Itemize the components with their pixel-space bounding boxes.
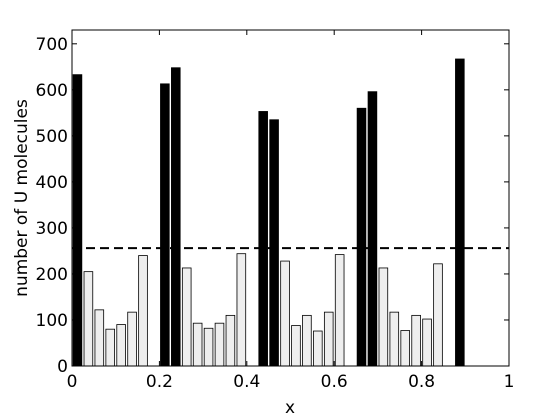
bar [323,311,334,367]
bar [127,311,137,367]
bar [367,91,378,367]
x-tick-label: 0.2 [146,372,173,392]
y-axis-label: number of U molecules [12,99,32,297]
bar [72,74,83,367]
y-tick-label: 200 [36,265,68,285]
bar [433,263,443,367]
x-tick-label: 0.8 [408,372,435,392]
y-tick-label: 700 [36,35,68,55]
bar [422,318,432,367]
bar [411,314,421,367]
bar [378,267,389,367]
bar [302,314,312,367]
y-tick-label: 500 [36,127,68,147]
y-tick-label: 400 [36,173,68,193]
bar [225,314,236,367]
x-tick-label: 1 [504,372,515,392]
bar [334,254,345,367]
y-axis-ticks: 0 100 200 300 400 500 600 700 [36,35,509,377]
y-tick-label: 100 [36,311,68,331]
bar [269,119,279,367]
bar [313,330,323,367]
bar [356,107,367,367]
bar [389,311,400,367]
bar [236,253,247,367]
bar [291,325,301,367]
bar [214,322,225,367]
bar [181,267,192,367]
bar [192,322,203,367]
bar [203,327,214,367]
bar [94,309,105,367]
bar [258,111,268,367]
y-tick-label: 300 [36,219,68,239]
bar [455,58,465,367]
bars-group [72,58,465,367]
x-axis-ticks: 0 0.2 0.4 0.6 0.8 1 [67,30,515,392]
bar [83,271,94,367]
y-tick-label: 0 [57,357,68,377]
bar [280,260,290,367]
x-tick-label: 0.4 [233,372,260,392]
plot-frame [71,29,510,367]
bar [400,330,410,367]
x-tick-label: 0 [67,372,78,392]
bar [171,67,181,367]
x-tick-label: 0.6 [321,372,348,392]
plot-area [72,30,509,366]
bar [138,255,148,367]
bar [116,324,126,367]
y-tick-label: 600 [36,81,68,101]
bar [160,83,170,367]
bar [105,328,116,367]
x-axis-label: x [285,398,295,418]
